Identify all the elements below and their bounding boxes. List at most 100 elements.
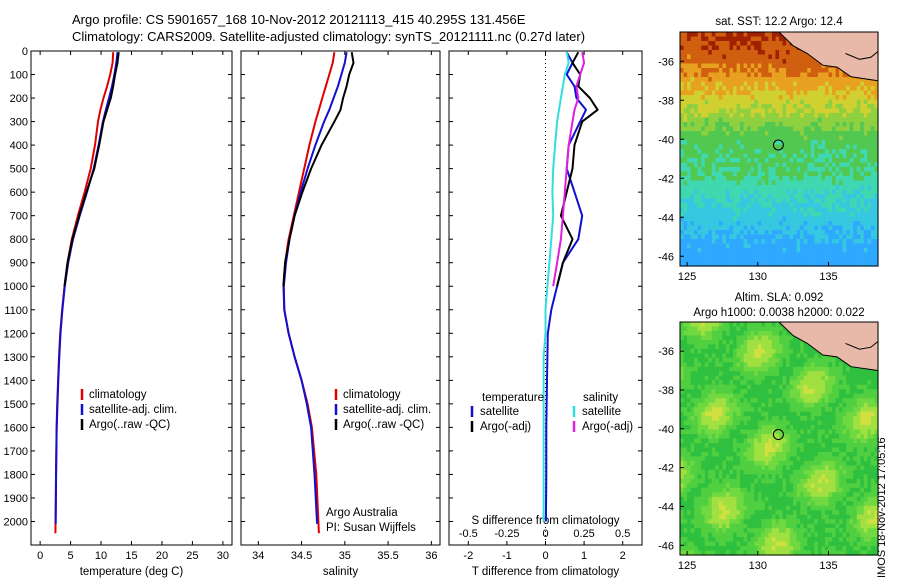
map-cell [810, 434, 815, 440]
map-cell [810, 149, 815, 155]
map-cell [810, 362, 815, 368]
map-cell [733, 375, 738, 381]
map-cell [764, 225, 769, 231]
map-cell [824, 167, 830, 173]
map-cell [725, 375, 731, 381]
map-cell [860, 104, 865, 110]
map-cell [736, 32, 741, 38]
map-cell [711, 389, 716, 395]
map-cell [754, 380, 759, 386]
map-cell [718, 50, 724, 56]
map-cell [690, 335, 695, 341]
map-cell [814, 496, 819, 502]
map-cell [683, 505, 688, 511]
map-cell [839, 216, 844, 222]
map-cell [743, 176, 748, 182]
map-cell [768, 230, 773, 236]
map-cell [771, 126, 777, 132]
map-cell [694, 389, 699, 395]
map-cell [743, 32, 748, 38]
map-cell [683, 126, 688, 132]
map-cell [718, 77, 724, 83]
map-cell [761, 362, 766, 368]
map-cell [697, 99, 702, 105]
map-cell [743, 537, 748, 543]
map-cell [740, 451, 745, 458]
map-cell [761, 353, 766, 359]
map-cell [764, 230, 769, 236]
map-cell [683, 537, 688, 543]
map-cell [701, 362, 706, 368]
map-cell [761, 322, 766, 328]
map-cell [722, 108, 727, 114]
map-cell [704, 135, 709, 141]
map-cell [725, 330, 731, 337]
map-cell [761, 54, 766, 60]
map-cell [849, 221, 854, 227]
map-cell [722, 126, 727, 132]
map-cell [697, 384, 702, 390]
map-cell [807, 81, 812, 87]
map-cell [683, 131, 688, 137]
map-cell [789, 257, 794, 263]
map-cell [789, 99, 794, 105]
map-cell [747, 510, 752, 516]
map-cell [810, 261, 815, 267]
map-cell [683, 442, 688, 449]
map-cell [839, 252, 844, 258]
map-cell [680, 171, 685, 177]
map-cell [849, 176, 854, 182]
map-cell [867, 198, 872, 204]
map-cell [722, 496, 727, 502]
map-cell [697, 50, 702, 56]
map-cell [842, 95, 847, 101]
map-cell [747, 198, 752, 204]
map-cell [718, 171, 724, 177]
map-cell [803, 514, 808, 520]
map-cell [680, 407, 685, 413]
map-cell [725, 514, 731, 520]
map-cell [849, 162, 854, 168]
map-cell [704, 257, 709, 263]
map-cell [687, 81, 692, 87]
sst-map-title: sat. SST: 12.2 Argo: 12.4 [715, 16, 843, 28]
map-cell [680, 496, 685, 502]
map-cell [725, 50, 731, 56]
map-cell [817, 248, 823, 254]
map-cell [747, 261, 752, 267]
map-cell [740, 81, 745, 87]
map-cell [718, 384, 724, 390]
map-cell [694, 465, 699, 471]
map-cell [747, 460, 752, 466]
map-cell [768, 447, 773, 453]
map-cell [793, 335, 798, 341]
map-cell [768, 126, 773, 132]
map-cell [747, 407, 752, 413]
map-cell [863, 257, 868, 263]
map-cell [736, 50, 741, 56]
map-cell [779, 407, 784, 413]
map-cell [768, 212, 773, 218]
map-cell [687, 36, 692, 42]
map-cell [743, 487, 748, 493]
map-cell [761, 95, 766, 101]
map-cell [757, 326, 762, 332]
map-cell [761, 366, 766, 372]
map-cell [729, 81, 734, 87]
map-cell [824, 72, 830, 78]
map-cell [757, 36, 762, 42]
map-cell [725, 117, 731, 123]
map-cell [680, 460, 685, 466]
map-cell [708, 519, 713, 525]
map-cell [754, 420, 759, 426]
map-cell [828, 171, 833, 177]
map-cell [725, 474, 731, 480]
map-cell [835, 216, 840, 222]
map-cell [711, 375, 716, 381]
map-cell [718, 135, 724, 141]
map-cell [810, 523, 815, 529]
map-cell [747, 248, 752, 254]
map-cell [750, 135, 755, 141]
map-cell [810, 496, 815, 502]
map-cell [796, 339, 801, 345]
